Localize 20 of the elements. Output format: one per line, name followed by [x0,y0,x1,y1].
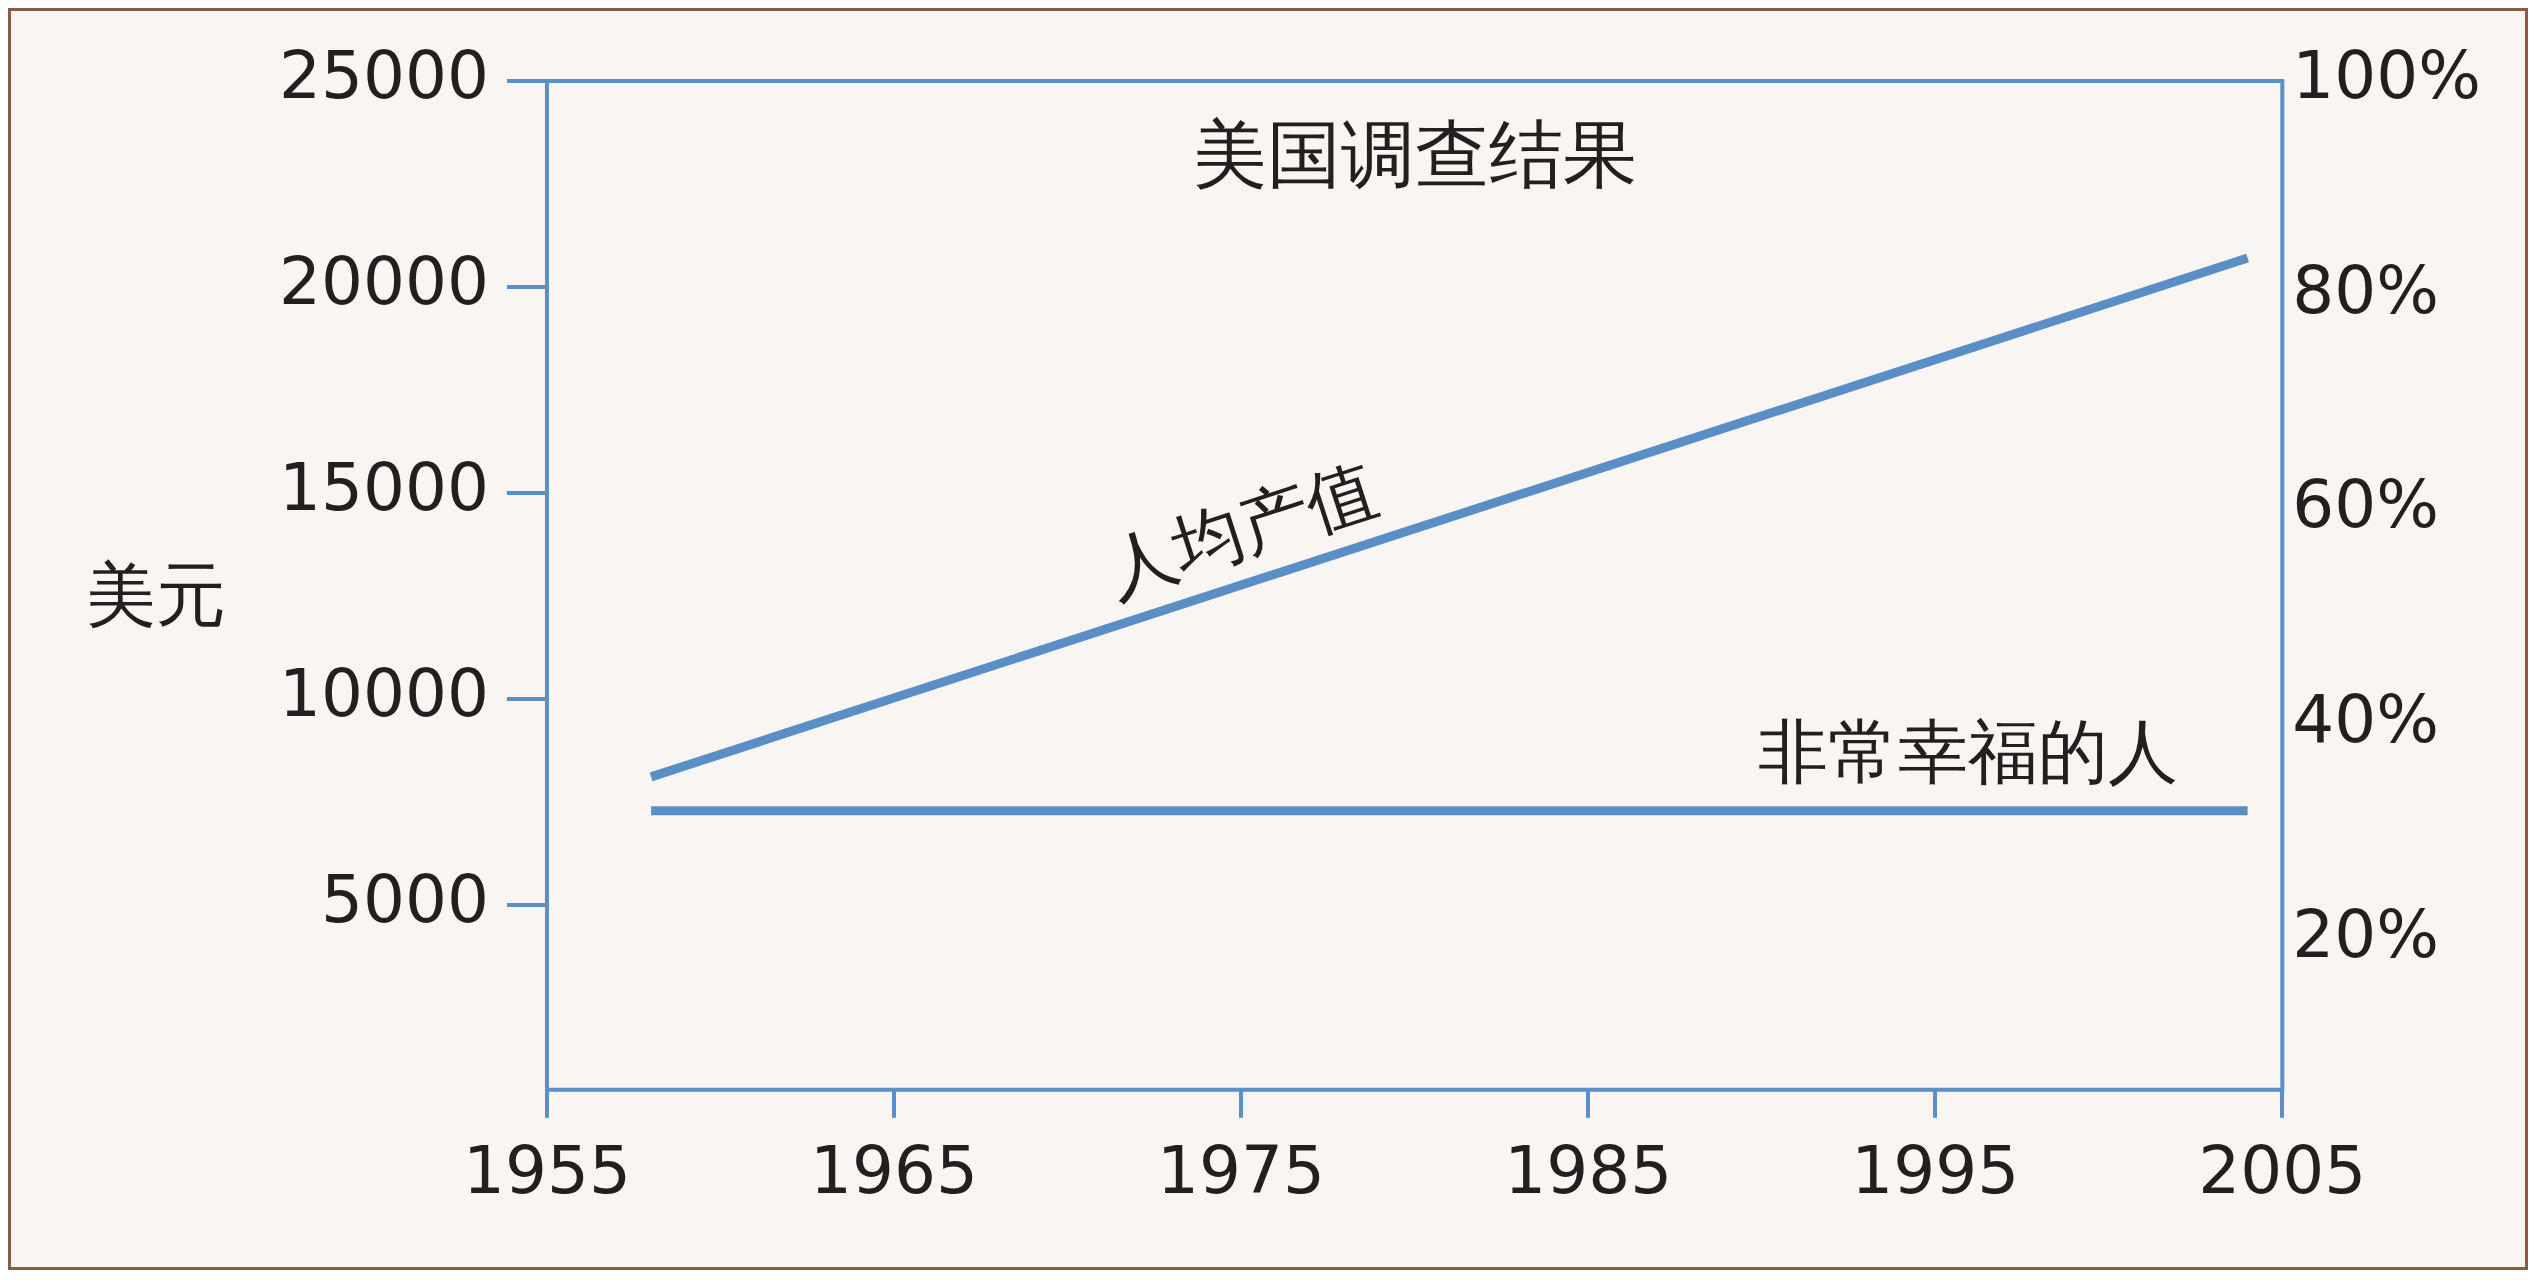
y-tick-label: 15000 [278,448,489,526]
x-tick-label: 1975 [1157,1131,1326,1209]
x-tick-label: 1955 [462,1131,631,1209]
x-tick-label: 1995 [1851,1131,2020,1209]
y-tick-label: 5000 [320,860,489,938]
y2-tick-label: 60% [2292,466,2440,544]
y2-tick-label: 100% [2292,37,2481,115]
y2-tick-label: 80% [2292,251,2440,329]
y-tick-label: 20000 [278,243,489,321]
y2-tick-label: 20% [2292,895,2440,973]
chart-title: 美国调查结果 [1192,111,1637,198]
x-tick-label: 1985 [1504,1131,1673,1209]
x-tick-label: 2005 [2198,1131,2367,1209]
y2-tick-label: 40% [2292,681,2440,759]
y-axis-title: 美元 [86,553,226,636]
series-label: 非常幸福的人 [1757,710,2178,793]
y-tick-label: 25000 [278,37,489,115]
x-tick-label: 1965 [810,1131,979,1209]
y-tick-label: 10000 [278,654,489,732]
text: 人均产值 [1095,447,1388,612]
